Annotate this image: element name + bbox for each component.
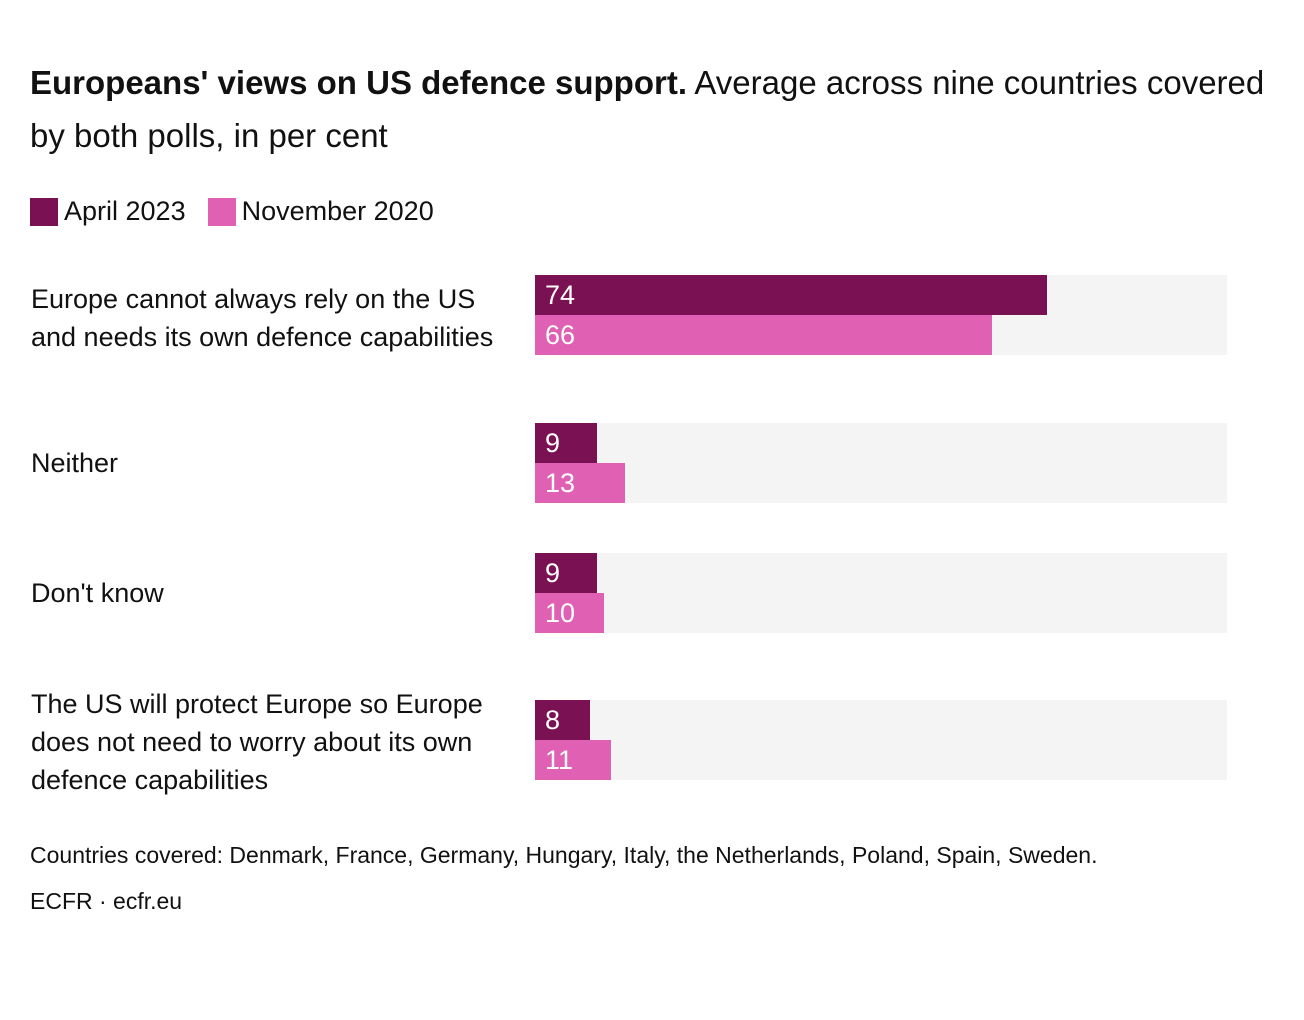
bar-november-2020: 13	[535, 463, 625, 503]
category-label: Neither	[31, 448, 119, 478]
bar-track: 9 13	[535, 423, 1227, 503]
bar-november-2020: 11	[535, 740, 612, 780]
legend-label-april-2023: April 2023	[64, 196, 186, 226]
legend-swatch-april-2023	[30, 197, 58, 226]
bar-track: 74 66	[535, 275, 1227, 355]
data-label: 9	[545, 428, 561, 458]
footnote: Countries covered: Denmark, France, Germ…	[30, 842, 1098, 868]
legend-label-november-2020: November 2020	[241, 196, 434, 226]
bar-november-2020: 66	[535, 315, 992, 355]
data-label: 74	[545, 280, 576, 310]
data-label: 8	[545, 705, 561, 735]
category-label: Europe cannot always rely on the US and …	[31, 284, 494, 352]
bar-april-2023: 74	[535, 275, 1048, 315]
legend: April 2023 November 2020	[30, 196, 456, 227]
legend-swatch-november-2020	[207, 197, 236, 226]
bar-track: 8 11	[535, 700, 1227, 780]
bar-april-2023: 9	[535, 423, 598, 463]
bar-april-2023: 9	[535, 553, 598, 593]
legend-item-april-2023: April 2023	[30, 196, 186, 227]
data-label: 11	[545, 745, 574, 775]
category-label: The US will protect Europe so Europe doe…	[31, 689, 483, 795]
legend-item-november-2020: November 2020	[207, 196, 434, 227]
bar-track: 9 10	[535, 553, 1227, 633]
data-label: 10	[545, 598, 576, 628]
category-label: Don't know	[31, 578, 164, 608]
bar-november-2020: 10	[535, 593, 605, 633]
title-subtitle: Average across nine countries covered by…	[30, 64, 1265, 154]
bar-april-2023: 8	[535, 700, 591, 740]
chart-title: Europeans' views on US defence support. …	[30, 56, 1270, 162]
data-label: 13	[545, 468, 576, 498]
title-bold: Europeans' views on US defence support.	[30, 64, 687, 101]
source-credit: ECFR · ecfr.eu	[30, 888, 183, 914]
data-label: 66	[545, 320, 576, 350]
data-label: 9	[545, 558, 561, 588]
